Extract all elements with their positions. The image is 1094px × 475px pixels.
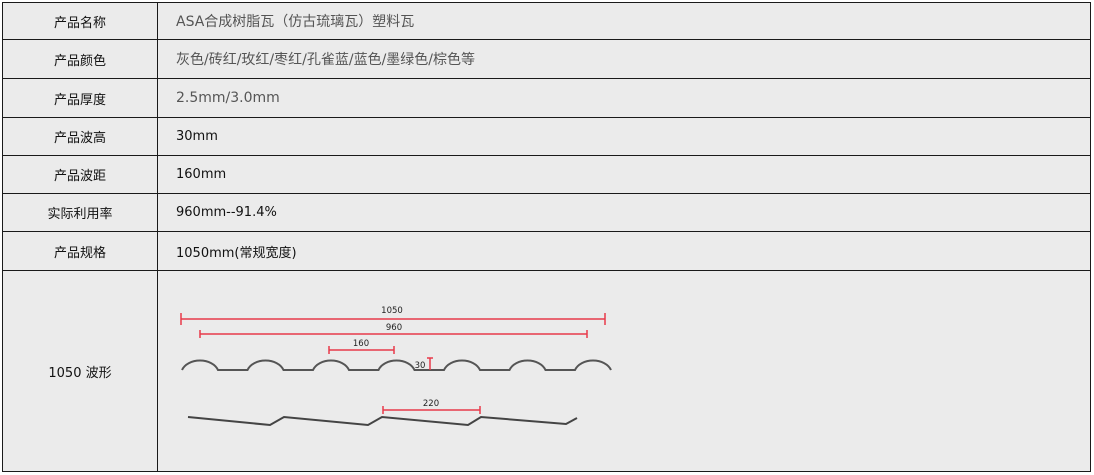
dimension-1050: 1050	[180, 306, 606, 325]
row-value: 960mm--91.4%	[176, 205, 277, 220]
wave-profile	[181, 359, 612, 371]
dimension-960: 960	[199, 323, 588, 338]
dimension-label: 960	[386, 323, 402, 333]
table-row: 产品名称 ASA合成树脂瓦（仿古琉璃瓦）塑料瓦	[3, 3, 1090, 40]
dimension-160: 160	[328, 339, 395, 354]
table-row: 实际利用率 960mm--91.4%	[3, 194, 1090, 232]
dimension-label: 1050	[381, 306, 403, 316]
row-label: 产品规格	[3, 232, 158, 270]
table-row: 产品规格 1050mm(常规宽度)	[3, 232, 1090, 271]
row-label: 产品名称	[3, 3, 158, 39]
dimension-30: 30	[415, 357, 433, 371]
row-value: 30mm	[176, 129, 218, 144]
table-row: 产品波高 30mm	[3, 118, 1090, 156]
table-row: 产品颜色 灰色/砖红/玫红/枣红/孔雀蓝/蓝色/墨绿色/棕色等	[3, 40, 1090, 79]
dimension-label: 30	[415, 361, 426, 371]
row-label: 产品波高	[3, 118, 158, 155]
dimension-label: 160	[353, 339, 369, 349]
row-label: 实际利用率	[3, 194, 158, 231]
table-row: 产品波距 160mm	[3, 156, 1090, 194]
row-value: 1050mm(常规宽度)	[176, 245, 297, 261]
row-value: 灰色/砖红/玫红/枣红/孔雀蓝/蓝色/墨绿色/棕色等	[176, 52, 476, 68]
dimension-label: 220	[423, 399, 439, 409]
row-label: 产品颜色	[3, 40, 158, 78]
row-value: ASA合成树脂瓦（仿古琉璃瓦）塑料瓦	[176, 14, 415, 30]
row-label: 产品波距	[3, 156, 158, 193]
side-profile	[187, 415, 578, 427]
row-value: 160mm	[176, 167, 227, 182]
table-row: 产品厚度 2.5mm/3.0mm	[3, 79, 1090, 118]
table-row: 1050 波形	[3, 271, 1090, 471]
row-label: 产品厚度	[3, 79, 158, 117]
row-label: 1050 波形	[3, 271, 158, 471]
row-value: 2.5mm/3.0mm	[176, 90, 280, 106]
dimension-220: 220	[382, 399, 481, 414]
